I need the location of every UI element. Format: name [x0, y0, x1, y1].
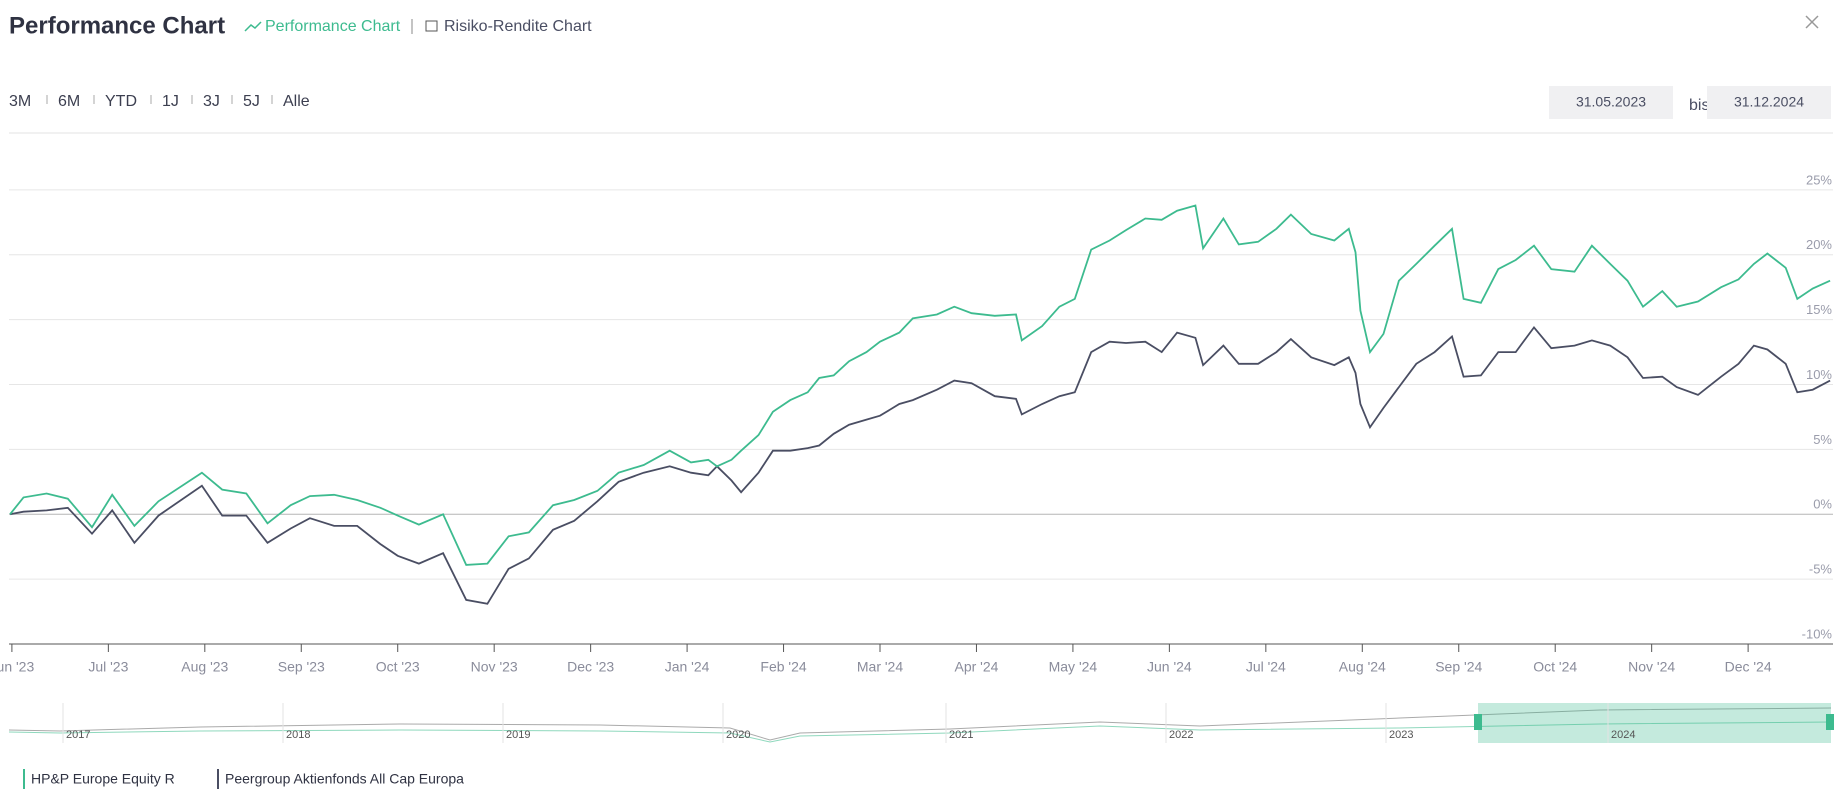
widget-title: Performance Chart — [9, 12, 225, 39]
y-tick-label: -10% — [1802, 626, 1833, 641]
x-tick-label: Jul '24 — [1246, 659, 1286, 675]
x-tick-label: Oct '23 — [376, 659, 420, 675]
legend: HP&P Europe Equity R Peergroup Aktienfond… — [23, 769, 464, 789]
legend-label[interactable]: Peergroup Aktienfonds All Cap Europa — [225, 771, 464, 787]
y-tick-label: 25% — [1806, 172, 1832, 187]
tab-icon — [244, 21, 262, 32]
x-tick-label: Oct '24 — [1533, 659, 1577, 675]
navigator-line — [8, 721, 1832, 743]
y-tick-label: -5% — [1809, 562, 1833, 577]
navigator-label: 2019 — [506, 729, 530, 741]
range-button[interactable]: 1J — [162, 93, 179, 110]
x-tick-label: Mar '24 — [857, 659, 903, 675]
date-input[interactable] — [1549, 86, 1673, 119]
date-input[interactable] — [1707, 86, 1831, 119]
range-button[interactable]: Alle — [283, 93, 310, 110]
plot: -10% -5% 0% 5% 10% 15% 20% 25% Jun '23 Jul '23 Aug… — [0, 172, 1833, 675]
x-tick-label: Apr '24 — [955, 659, 999, 675]
x-tick-label: Nov '23 — [471, 659, 518, 675]
y-tick-label: 10% — [1806, 367, 1832, 382]
date-to: 31.12.2024 — [1734, 94, 1804, 110]
date-separator: bis — [1689, 97, 1709, 114]
navigator-label: 2020 — [726, 729, 750, 741]
y-tick-label: 5% — [1813, 432, 1832, 447]
close-button[interactable] — [1805, 15, 1819, 29]
series-line — [9, 325, 1831, 605]
navigator-handle[interactable] — [1826, 714, 1834, 730]
navigator-selection[interactable] — [1478, 703, 1831, 743]
navigator-label: 2021 — [949, 729, 973, 741]
range-button[interactable]: YTD — [105, 93, 137, 110]
legend-label[interactable]: HP&P Europe Equity R — [31, 771, 175, 787]
x-tick-label: Jun '23 — [0, 659, 34, 675]
navigator-label: 2024 — [1611, 729, 1635, 741]
x-tick-label: Dec '24 — [1725, 659, 1772, 675]
x-tick-label: Sep '23 — [278, 659, 325, 675]
navigator-label: 2023 — [1389, 729, 1413, 741]
navigator-bg — [9, 703, 1831, 743]
navigator-line — [8, 707, 1832, 741]
navigator-label: 2018 — [286, 729, 310, 741]
x-tick-label: Jul '23 — [88, 659, 128, 675]
x-tick-label: Sep '24 — [1435, 659, 1482, 675]
x-tick-label: May '24 — [1049, 659, 1098, 675]
tab[interactable]: Performance Chart — [265, 18, 401, 35]
y-tick-label: 15% — [1806, 302, 1832, 317]
tab[interactable]: Risiko-Rendite Chart — [444, 18, 592, 35]
date-from: 31.05.2023 — [1576, 94, 1646, 110]
navigator: 2017 2018 2019 2020 2021 2022 2023 2024 — [8, 703, 1834, 743]
range-button[interactable]: 6M — [58, 93, 80, 110]
tab-icon — [425, 20, 438, 32]
range-button[interactable]: 5J — [243, 93, 260, 110]
x-tick-label: Nov '24 — [1628, 659, 1675, 675]
x-tick-label: Dec '23 — [567, 659, 614, 675]
y-tick-label: 20% — [1806, 237, 1832, 252]
navigator-handle[interactable] — [1474, 714, 1482, 730]
y-tick-label: 0% — [1813, 497, 1832, 512]
x-tick-label: Feb '24 — [760, 659, 806, 675]
navigator-labels: 2017 2018 2019 2020 2021 2022 2023 2024 — [62, 703, 1635, 743]
series-line — [9, 204, 1831, 566]
range-buttons: 3M 6M YTD 1J 3J 5J Alle — [9, 93, 310, 110]
x-tick-label: Jan '24 — [665, 659, 710, 675]
range-button[interactable]: 3M — [9, 93, 31, 110]
x-tick-label: Aug '23 — [181, 659, 228, 675]
navigator-label: 2022 — [1169, 729, 1193, 741]
x-tick-label: Aug '24 — [1339, 659, 1386, 675]
x-tick-label: Jun '24 — [1147, 659, 1192, 675]
range-button[interactable]: 3J — [203, 93, 220, 110]
navigator-label: 2017 — [66, 729, 90, 741]
